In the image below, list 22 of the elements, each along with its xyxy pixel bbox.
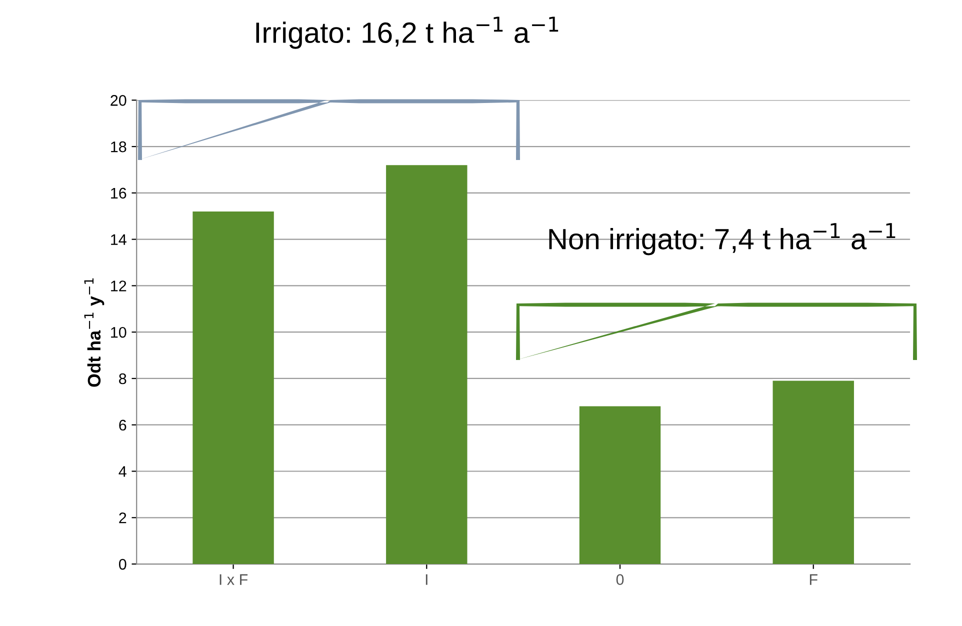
y-tick-label: 18 bbox=[111, 141, 126, 152]
y-tick-label: 16 bbox=[111, 188, 126, 199]
bar bbox=[386, 165, 468, 564]
x-tick-label: 0 bbox=[616, 574, 624, 585]
y-tick-label: 4 bbox=[118, 466, 126, 477]
x-tick-label: I x F bbox=[220, 574, 248, 585]
y-tick-label: 12 bbox=[111, 280, 126, 292]
bar bbox=[579, 406, 661, 564]
y-tick-label: 14 bbox=[111, 234, 126, 245]
bar bbox=[192, 211, 274, 564]
y-tick-label: 10 bbox=[111, 326, 126, 338]
y-axis-title: Odt ha$^{−1}$ y$^{−1}$ bbox=[84, 278, 104, 387]
y-tick-label: 8 bbox=[119, 373, 126, 384]
y-tick-label: 20 bbox=[110, 95, 126, 106]
y-tick-label: 6 bbox=[119, 420, 126, 431]
annotation: Non irrigato: 7,4 t ha$^{−1}$ a$^{−1}$ bbox=[549, 223, 896, 256]
y-tick-label: 0 bbox=[118, 558, 126, 570]
x-tick-label: I bbox=[426, 574, 428, 585]
bar bbox=[772, 380, 854, 564]
x-tick-label: F bbox=[810, 574, 818, 585]
y-tick-label: 2 bbox=[119, 512, 126, 524]
text: Irrigato: 16,2 t ha$^{−1}$ a$^{−1}$ bbox=[256, 16, 558, 49]
